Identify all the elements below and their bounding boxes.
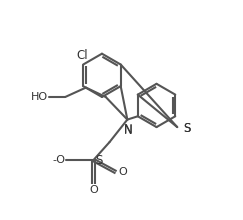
Text: -O: -O — [52, 155, 65, 165]
Text: S: S — [96, 154, 103, 167]
Text: N: N — [124, 124, 133, 137]
Text: HO: HO — [31, 92, 48, 102]
Text: O: O — [118, 167, 127, 177]
Text: N: N — [124, 123, 133, 136]
Text: Cl: Cl — [77, 49, 88, 62]
Text: O: O — [89, 185, 98, 195]
Text: S: S — [183, 123, 190, 136]
Text: S: S — [183, 123, 190, 136]
